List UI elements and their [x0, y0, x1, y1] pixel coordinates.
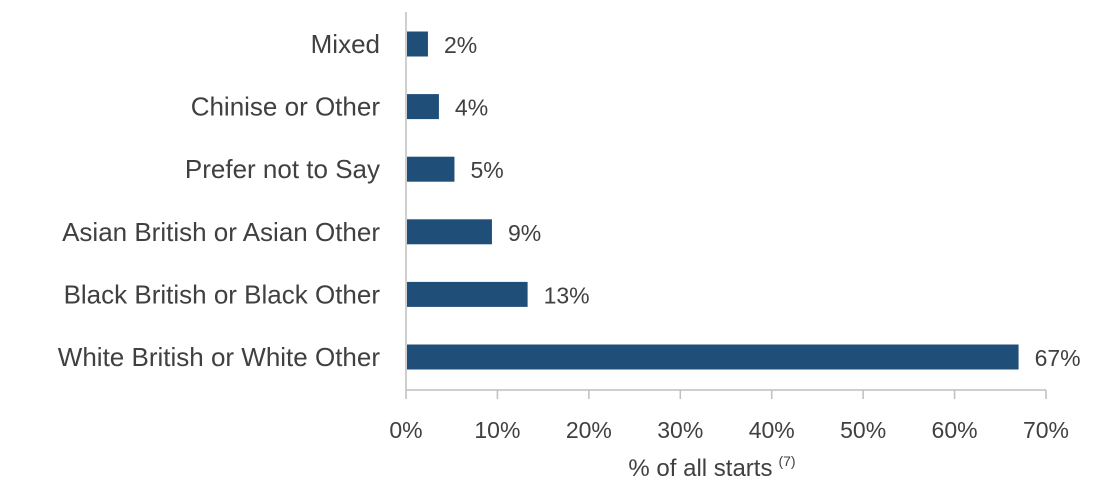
x-axis-title-footnote: (7) [778, 453, 795, 469]
bar [407, 31, 428, 57]
bar [407, 344, 1019, 370]
bar-value-label: 67% [1035, 345, 1081, 371]
x-axis-title-text: % of all starts [628, 455, 772, 482]
category-label: Mixed [311, 29, 380, 59]
x-axis [405, 389, 1047, 399]
x-tick-label: 10% [474, 417, 520, 443]
bars [407, 31, 1019, 370]
category-label: Chinise or Other [191, 92, 381, 122]
category-label: Prefer not to Say [185, 154, 380, 184]
x-tick-label: 70% [1023, 417, 1069, 443]
bar-value-label: 2% [444, 32, 477, 58]
category-label: Asian British or Asian Other [62, 217, 380, 247]
bar-value-label: 13% [544, 282, 590, 308]
x-tick-label: 20% [566, 417, 612, 443]
category-labels: Mixed Chinise or Other Prefer not to Say As… [58, 29, 381, 372]
bar [407, 156, 455, 182]
x-tick-label: 50% [840, 417, 886, 443]
x-tick-label: 60% [932, 417, 978, 443]
x-tick-label: 40% [749, 417, 795, 443]
x-tick-label: 30% [657, 417, 703, 443]
category-label: Black British or Black Other [64, 279, 381, 309]
bar-value-label: 5% [470, 157, 503, 183]
bar [407, 94, 439, 120]
x-tick-labels: 0% 10% 20% 30% 40% 50% 60% 70% [389, 417, 1069, 443]
value-labels: 2% 4% 5% 9% 13% 67% [444, 32, 1081, 371]
x-tick-label: 0% [389, 417, 422, 443]
bar [407, 281, 528, 307]
x-axis-title: % of all starts (7) [628, 453, 795, 482]
bar [407, 219, 492, 245]
bar-value-label: 4% [455, 95, 488, 121]
category-label: White British or White Other [58, 342, 381, 372]
bar-value-label: 9% [508, 220, 541, 246]
